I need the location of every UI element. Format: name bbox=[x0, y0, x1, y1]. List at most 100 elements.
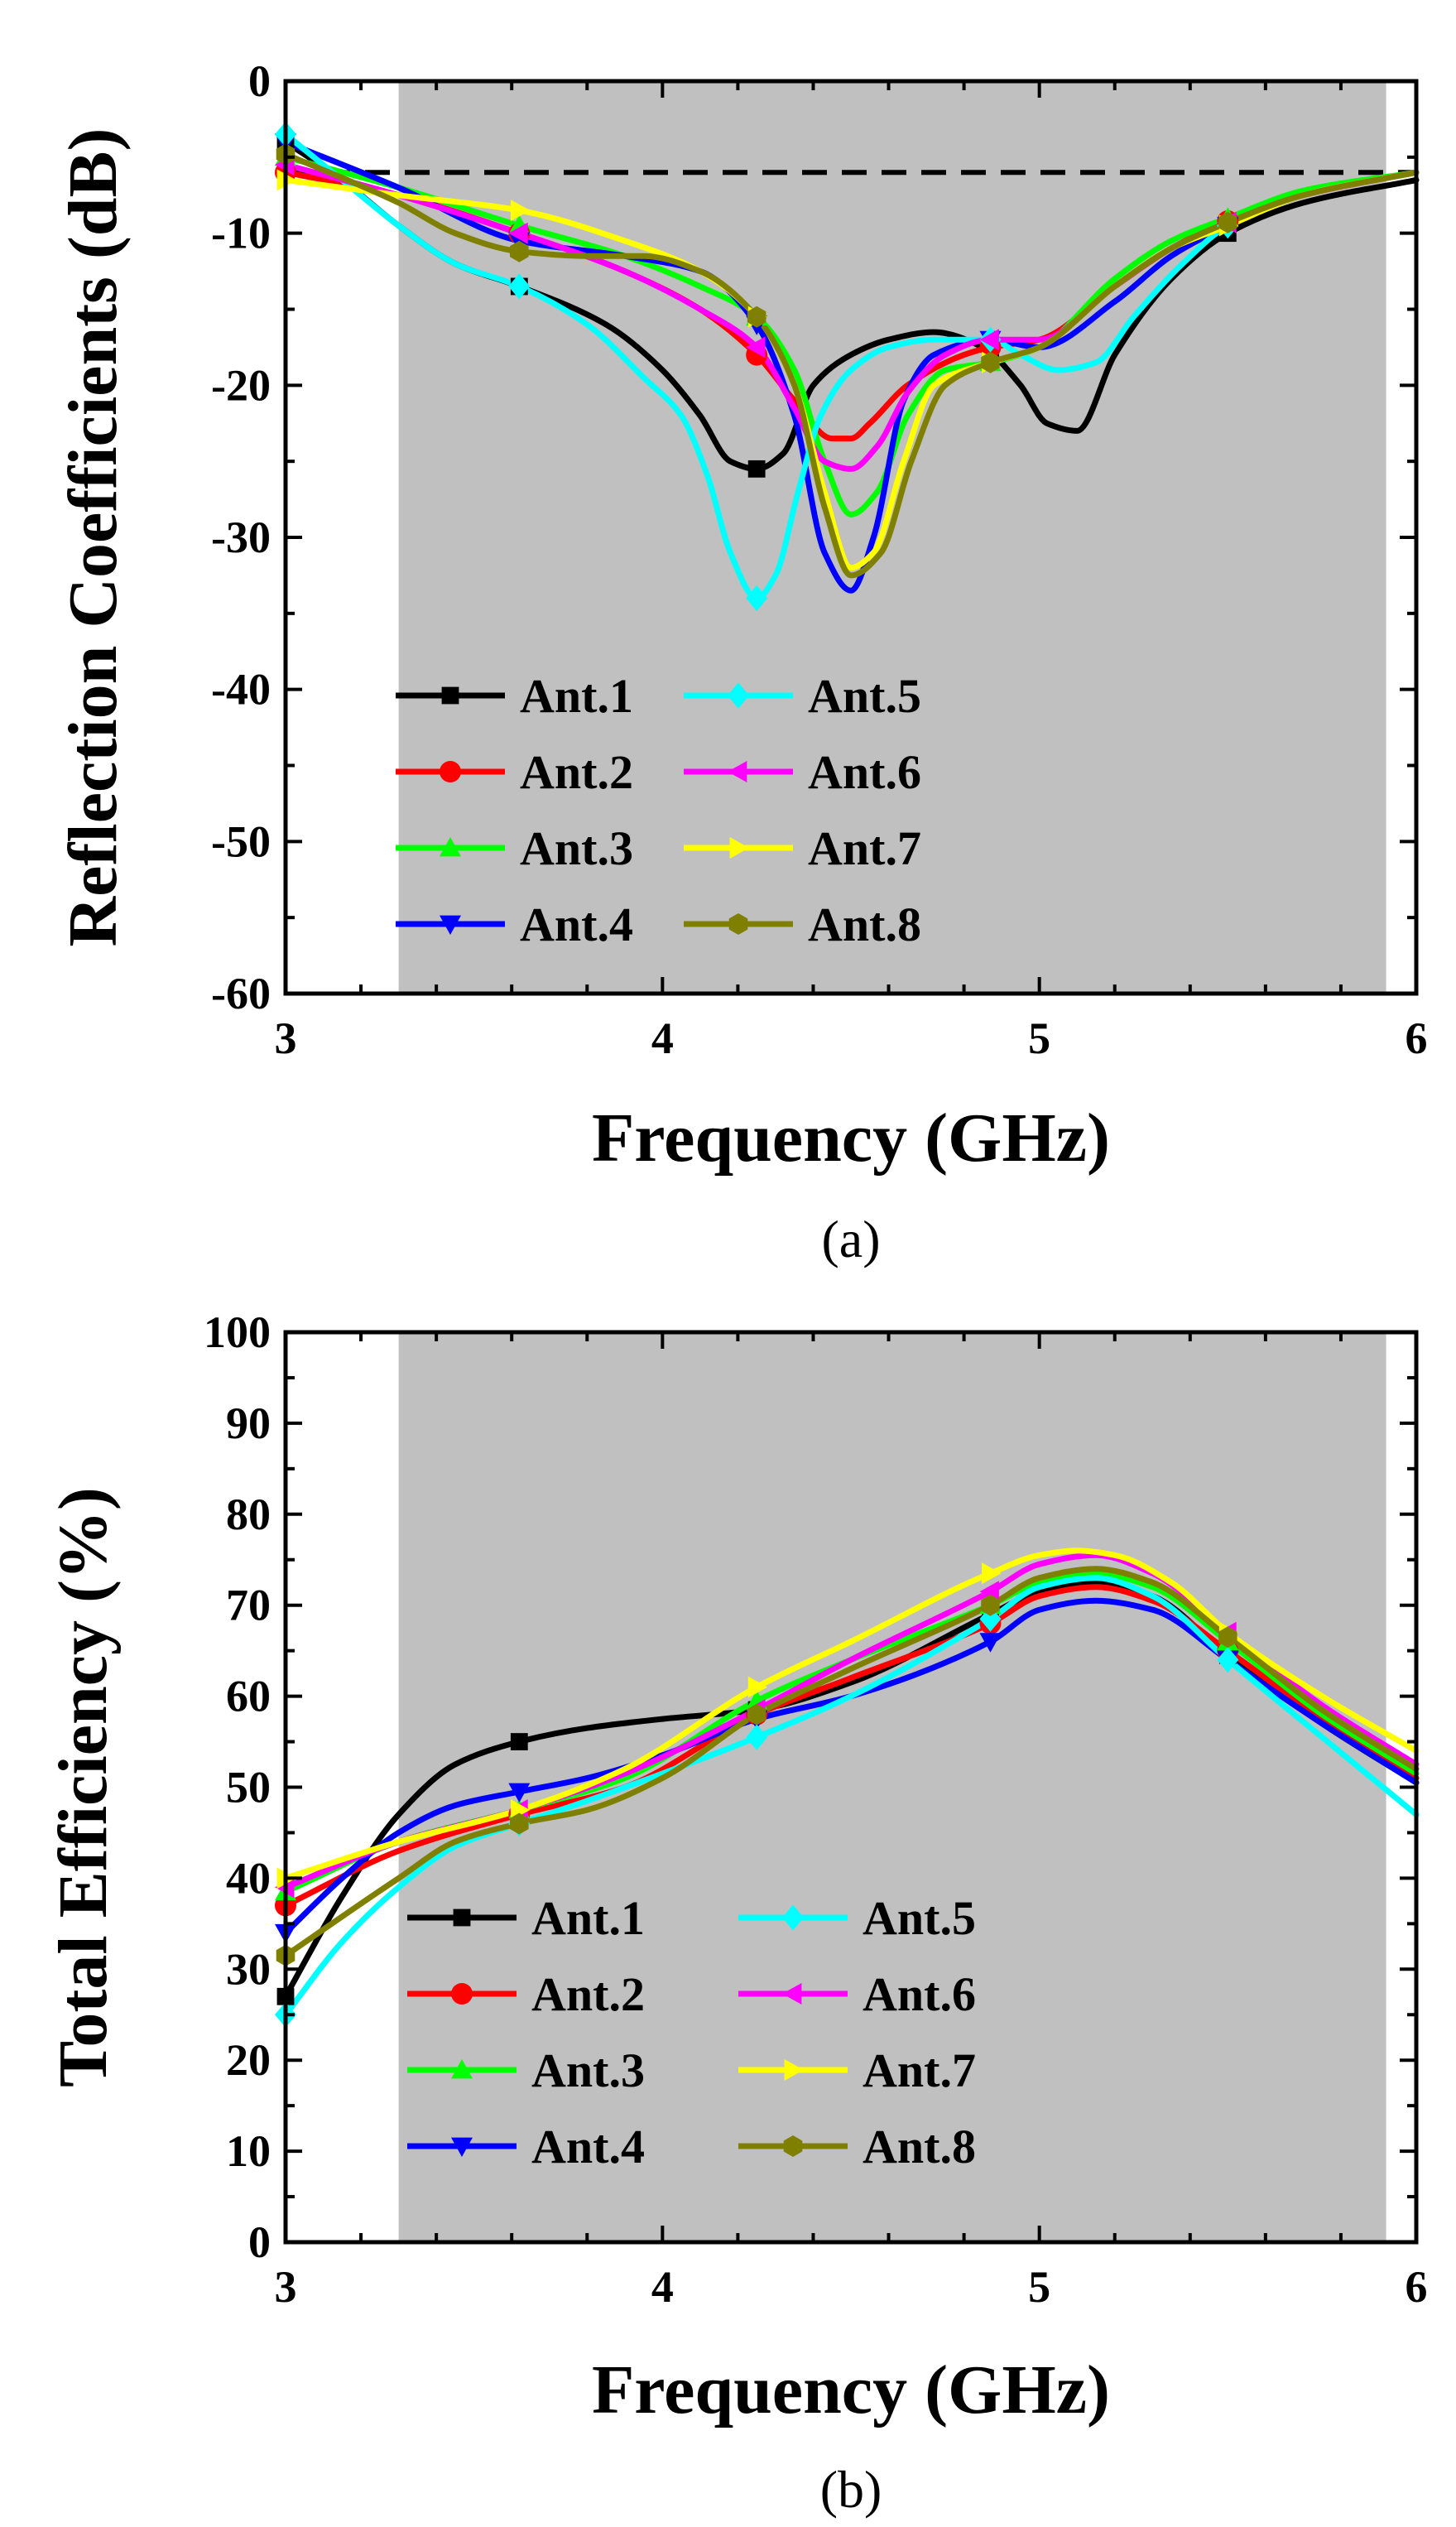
panel-b-legend-marker bbox=[453, 1908, 471, 1927]
panel-a-xtick: 3 bbox=[275, 1013, 297, 1063]
panel-b-legend-label: Ant.3 bbox=[531, 2043, 645, 2097]
panel-b-legend-marker bbox=[782, 1983, 802, 2005]
panel-b-data-point bbox=[510, 1733, 528, 1750]
panel-b-ytick: 100 bbox=[204, 1307, 271, 1357]
panel-a-ytick: 0 bbox=[248, 56, 271, 106]
panel-b-x-tick-labels: 3 4 5 6 bbox=[275, 2262, 1428, 2312]
panel-a-reflection-coefficients: 0 -10 -20 -30 -40 -50 -60 3 4 5 6 Freque… bbox=[55, 56, 1428, 1268]
panel-b-data-point bbox=[508, 1783, 531, 1803]
panel-a-x-tick-labels: 3 4 5 6 bbox=[275, 1013, 1428, 1063]
panel-a-legend-label: Ant.8 bbox=[808, 898, 921, 951]
panel-b-legend-marker bbox=[451, 1983, 473, 2005]
panel-b-legend-label: Ant.4 bbox=[531, 2120, 645, 2173]
panel-a-legend-label: Ant.7 bbox=[808, 821, 921, 875]
panel-a-legend-marker bbox=[729, 837, 749, 859]
panel-a-ytick: -50 bbox=[211, 816, 271, 866]
panel-a-data-point bbox=[1218, 211, 1237, 233]
panel-b-ytick: 30 bbox=[226, 1944, 271, 1994]
panel-a-ytick: -30 bbox=[211, 513, 271, 562]
panel-a-legend-marker bbox=[440, 915, 461, 935]
panel-a-legend-label: Ant.2 bbox=[520, 745, 633, 799]
panel-b-legend-label: Ant.5 bbox=[863, 1891, 976, 1945]
panel-a-legend-label: Ant.5 bbox=[808, 669, 921, 723]
panel-a-series-line-ant3 bbox=[282, 154, 1420, 517]
panel-a-data-point bbox=[508, 222, 528, 244]
panel-a-legend-label: Ant.1 bbox=[520, 669, 633, 723]
panel-b-xtick: 6 bbox=[1406, 2262, 1428, 2312]
panel-b-ytick: 60 bbox=[226, 1672, 271, 1721]
panel-a-data-point bbox=[747, 306, 766, 328]
panel-a-data-point bbox=[510, 240, 529, 262]
panel-b-ytick: 20 bbox=[226, 2035, 271, 2085]
panel-a-tick-marks bbox=[284, 79, 1418, 995]
panel-b-x-axis-title: Frequency (GHz) bbox=[592, 2351, 1110, 2428]
panel-b-y-tick-labels: 0 10 20 30 40 50 60 70 80 90 100 bbox=[204, 1307, 271, 2267]
panel-a-xtick: 6 bbox=[1406, 1013, 1428, 1063]
panel-b-ytick: 80 bbox=[226, 1490, 271, 1539]
panel-b-tick-marks bbox=[284, 1331, 1418, 2244]
panel-b-data-point bbox=[510, 1812, 529, 1835]
panel-b-legend-label: Ant.2 bbox=[531, 1967, 645, 2021]
panel-a-data-point bbox=[510, 200, 531, 222]
panel-b-ytick: 70 bbox=[226, 1581, 271, 1630]
panel-a-x-axis-title: Frequency (GHz) bbox=[592, 1100, 1110, 1177]
panel-b-ytick: 10 bbox=[226, 2126, 271, 2176]
panel-b-legend-label: Ant.7 bbox=[863, 2043, 976, 2097]
panel-b-total-efficiency: 0 10 20 30 40 50 60 70 80 90 100 3 4 5 6… bbox=[45, 1307, 1428, 2519]
panel-a-ytick: -10 bbox=[211, 209, 271, 258]
panel-a-legend-label: Ant.6 bbox=[808, 745, 921, 799]
panel-b-data-point bbox=[979, 1633, 1002, 1653]
panel-a-data-point bbox=[979, 329, 999, 351]
panel-b-xtick: 3 bbox=[275, 2262, 297, 2312]
panel-b-ytick: 40 bbox=[226, 1853, 271, 1903]
panel-a-legend-marker bbox=[728, 913, 748, 935]
panel-b-legend: Ant.1 Ant.2 Ant.3 Ant.4 Ant.5 Ant.6 Ant.… bbox=[407, 1891, 976, 2173]
panel-a-legend: Ant.1 Ant.2 Ant.3 Ant.4 Ant.5 Ant.6 Ant.… bbox=[396, 669, 921, 951]
panel-a-ytick: -40 bbox=[211, 665, 271, 715]
panel-b-data-point bbox=[982, 1562, 1002, 1585]
panel-b-legend-label: Ant.6 bbox=[863, 1967, 976, 2021]
panel-b-legend-marker bbox=[783, 2135, 803, 2157]
panel-b-data-point bbox=[747, 1703, 766, 1726]
panel-b-ytick: 50 bbox=[226, 1763, 271, 1812]
panel-a-legend-label: Ant.4 bbox=[520, 898, 633, 951]
panel-b-ytick: 90 bbox=[226, 1398, 271, 1448]
panel-b-legend-marker bbox=[451, 2137, 473, 2157]
panel-a-data-point bbox=[981, 351, 1000, 373]
panel-b-y-axis-title: Total Efficiency (%) bbox=[45, 1487, 122, 2087]
panel-b-legend-marker bbox=[784, 2059, 804, 2081]
panel-a-legend-marker bbox=[440, 761, 461, 782]
panel-a-data-point bbox=[508, 273, 531, 300]
panel-b-ytick: 0 bbox=[248, 2217, 271, 2267]
panel-a-legend-marker bbox=[440, 837, 461, 857]
panel-a-data-point bbox=[746, 336, 766, 359]
panel-a-ytick: -20 bbox=[211, 360, 271, 410]
panel-b-xtick: 4 bbox=[651, 2262, 674, 2312]
panel-b-data-point bbox=[1218, 1626, 1237, 1649]
panel-b-data-point bbox=[981, 1594, 1000, 1616]
panel-b-legend-marker bbox=[782, 1904, 804, 1931]
panel-a-legend-label: Ant.3 bbox=[520, 821, 633, 875]
panel-a-data-point bbox=[746, 585, 768, 612]
panel-a-caption: (a) bbox=[821, 1210, 880, 1268]
panel-a-legend-marker bbox=[728, 761, 747, 782]
panel-a-y-tick-labels: 0 -10 -20 -30 -40 -50 -60 bbox=[211, 56, 271, 1018]
panel-b-caption: (b) bbox=[820, 2460, 882, 2519]
panel-b-legend-label: Ant.1 bbox=[531, 1891, 645, 1945]
panel-b-xtick: 5 bbox=[1028, 2262, 1050, 2312]
panel-a-y-axis-title: Reflection Coefficients (dB) bbox=[55, 128, 132, 946]
panel-a-legend-marker bbox=[441, 686, 459, 705]
panel-b-data-point bbox=[747, 1676, 768, 1698]
panel-b-data-point bbox=[1217, 1647, 1239, 1673]
panel-a-series-group bbox=[275, 121, 1420, 612]
panel-a-xtick: 5 bbox=[1028, 1013, 1050, 1063]
panel-a-data-point bbox=[747, 460, 766, 478]
panel-b-shaded-band bbox=[398, 1332, 1386, 2242]
panel-a-ytick: -60 bbox=[211, 969, 271, 1018]
panel-a-xtick: 4 bbox=[651, 1013, 674, 1063]
panel-b-legend-label: Ant.8 bbox=[863, 2120, 976, 2173]
panel-a-legend-marker bbox=[728, 682, 749, 709]
panel-b-data-point bbox=[746, 1724, 768, 1750]
panel-b-legend-marker bbox=[451, 2059, 473, 2079]
